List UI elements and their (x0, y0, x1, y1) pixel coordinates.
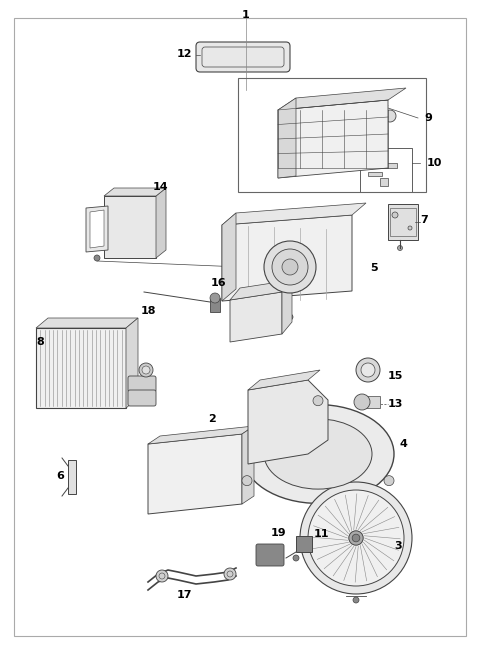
Circle shape (397, 245, 403, 251)
Text: 1: 1 (242, 10, 250, 20)
Circle shape (308, 490, 404, 586)
Polygon shape (148, 426, 254, 444)
Text: 4: 4 (400, 439, 408, 449)
Circle shape (300, 482, 412, 594)
Bar (375, 163, 397, 168)
Text: 5: 5 (370, 263, 378, 273)
Polygon shape (156, 188, 166, 258)
Polygon shape (278, 98, 296, 178)
Polygon shape (278, 88, 406, 110)
Text: 6: 6 (56, 471, 64, 481)
Polygon shape (104, 196, 156, 258)
Circle shape (349, 531, 363, 545)
Polygon shape (248, 380, 328, 464)
Circle shape (352, 534, 360, 542)
Bar (390, 208, 416, 236)
Bar (365, 155, 383, 161)
Text: 17: 17 (176, 590, 192, 600)
Text: 15: 15 (388, 371, 403, 381)
Polygon shape (222, 203, 366, 225)
Polygon shape (242, 426, 254, 504)
Polygon shape (104, 188, 166, 196)
Polygon shape (126, 318, 138, 408)
Circle shape (356, 358, 380, 382)
Bar (112, 204, 148, 250)
Bar (380, 178, 388, 186)
Circle shape (361, 363, 375, 377)
Bar (360, 148, 412, 192)
Polygon shape (282, 280, 292, 334)
Bar (368, 172, 382, 176)
Text: 16: 16 (210, 278, 226, 288)
Bar (238, 78, 426, 192)
Circle shape (264, 241, 316, 293)
FancyBboxPatch shape (128, 376, 156, 392)
FancyBboxPatch shape (256, 544, 284, 566)
Bar (238, 442, 244, 452)
Text: 3: 3 (394, 541, 402, 551)
Text: 13: 13 (388, 399, 403, 409)
Bar (296, 536, 312, 552)
Text: 2: 2 (208, 414, 216, 424)
FancyBboxPatch shape (196, 42, 290, 72)
Circle shape (287, 314, 293, 320)
Ellipse shape (242, 404, 394, 504)
Polygon shape (222, 215, 352, 301)
Polygon shape (320, 94, 388, 112)
Polygon shape (248, 370, 320, 390)
Circle shape (242, 476, 252, 485)
Polygon shape (222, 213, 236, 301)
Text: 12: 12 (177, 49, 192, 59)
Text: 19: 19 (270, 528, 286, 538)
Circle shape (313, 396, 323, 406)
Circle shape (156, 570, 168, 582)
Text: 10: 10 (427, 158, 443, 168)
Polygon shape (148, 434, 242, 514)
Bar (36, 328, 126, 408)
Circle shape (142, 366, 150, 374)
Text: 8: 8 (36, 337, 44, 347)
Circle shape (384, 110, 396, 122)
Polygon shape (230, 292, 282, 342)
Polygon shape (36, 318, 138, 328)
Bar (388, 204, 418, 240)
Circle shape (272, 249, 308, 285)
Polygon shape (278, 100, 388, 178)
Ellipse shape (264, 419, 372, 489)
Circle shape (392, 212, 398, 218)
Text: 18: 18 (140, 306, 156, 316)
Circle shape (293, 555, 299, 561)
Polygon shape (86, 206, 108, 252)
Circle shape (210, 293, 220, 303)
Circle shape (224, 568, 236, 580)
Circle shape (354, 394, 370, 410)
Text: 9: 9 (424, 113, 432, 123)
Circle shape (94, 255, 100, 261)
Circle shape (384, 476, 394, 485)
FancyBboxPatch shape (128, 390, 156, 406)
Text: 11: 11 (314, 529, 329, 539)
Circle shape (282, 259, 298, 275)
Polygon shape (90, 210, 104, 248)
Bar (210, 298, 220, 312)
Circle shape (139, 363, 153, 377)
Bar (358, 396, 380, 408)
Circle shape (353, 597, 359, 603)
Text: 7: 7 (420, 215, 428, 225)
Polygon shape (230, 280, 292, 300)
Circle shape (408, 226, 412, 230)
Bar (68, 460, 76, 494)
Text: 14: 14 (152, 182, 168, 192)
